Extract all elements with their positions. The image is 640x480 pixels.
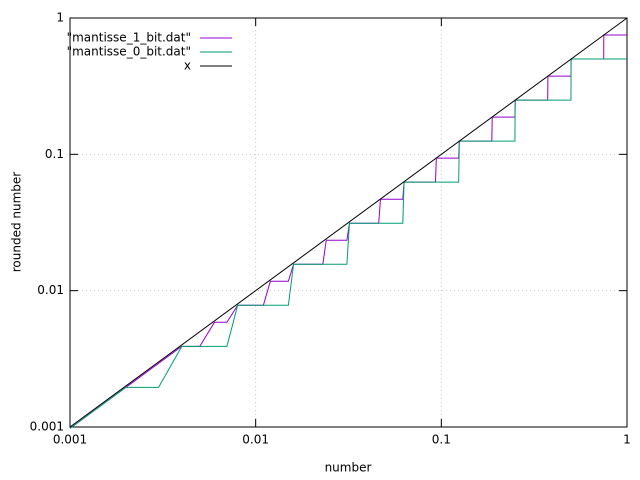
y-tick-label: 0.001 (30, 420, 64, 434)
x-tick-label: 0.001 (53, 433, 87, 447)
y-axis-label: rounded number (10, 172, 24, 273)
x-tick-label: 1 (623, 433, 631, 447)
legend-label: "mantisse_1_bit.dat" (67, 31, 191, 45)
x-axis-label: number (325, 461, 372, 475)
plot-frame (69, 17, 628, 428)
x-tick-label: 0.01 (242, 433, 269, 447)
y-tick-label: 0.1 (45, 147, 64, 161)
y-tick-label: 1 (56, 11, 64, 25)
legend-label: x (184, 59, 191, 73)
legend-label: "mantisse_0_bit.dat" (67, 45, 191, 59)
series-line (69, 58, 627, 429)
series-line (69, 17, 628, 428)
x-tick-label: 0.1 (432, 433, 451, 447)
y-tick-label: 0.01 (37, 283, 64, 297)
